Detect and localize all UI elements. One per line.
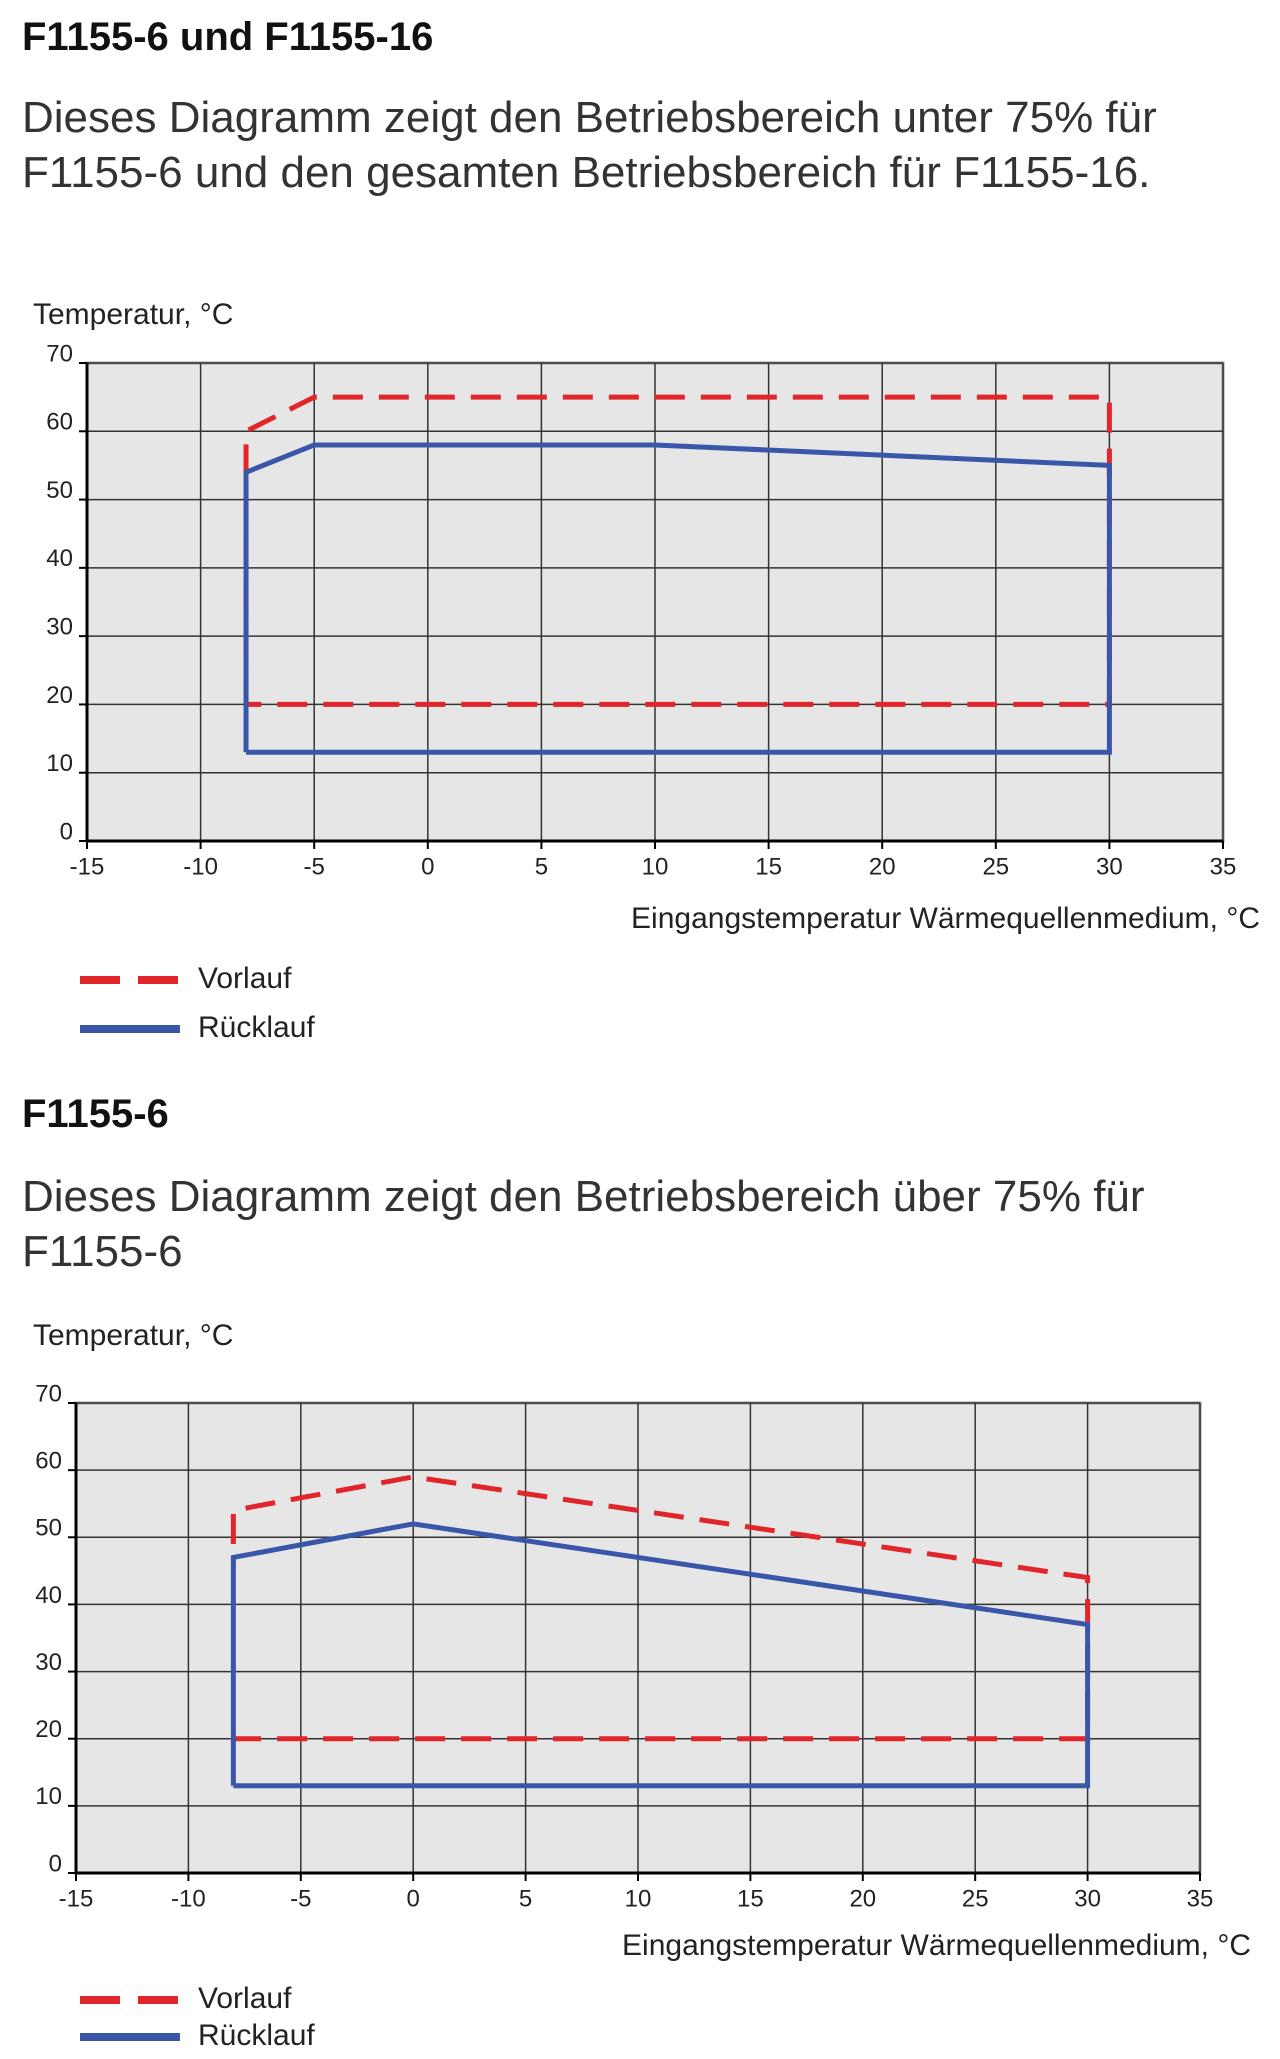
series-line: [243, 394, 1112, 707]
x-tick-label: 5: [519, 1885, 532, 1912]
section-description: Dieses Diagramm zeigt den Betriebsbereic…: [22, 1172, 1145, 1276]
y-tick-label: 20: [35, 1716, 62, 1743]
series-line: [230, 1521, 1091, 1789]
section-title: F1155-6 und F1155-16: [22, 15, 434, 59]
x-axis-label: Eingangstemperatur Wärmequellenmedium, °…: [622, 1929, 1251, 1962]
x-tick-label: -15: [59, 1885, 94, 1912]
x-tick-label: -5: [290, 1885, 311, 1912]
y-tick-label: 20: [46, 682, 73, 709]
x-tick-label: 0: [421, 853, 434, 880]
x-tick-label: 20: [869, 853, 896, 880]
y-axis-label: Temperatur, °C: [33, 1319, 233, 1352]
y-tick-label: 10: [35, 1783, 62, 1810]
x-tick-label: 35: [1210, 853, 1237, 880]
x-tick-label: 30: [1074, 1885, 1101, 1912]
x-tick-label: -5: [304, 853, 325, 880]
series-line: [230, 1474, 1091, 1742]
y-tick-label: 50: [35, 1515, 62, 1542]
x-tick-label: 10: [625, 1885, 652, 1912]
x-tick-label: 15: [755, 853, 782, 880]
x-tick-label: 5: [535, 853, 548, 880]
series-line: [243, 442, 1112, 755]
x-tick-label: 25: [962, 1885, 989, 1912]
section-title: F1155-6: [22, 1092, 169, 1136]
x-tick-label: 35: [1187, 1885, 1214, 1912]
y-tick-label: 60: [46, 409, 73, 436]
y-axis-label: Temperatur, °C: [33, 298, 233, 331]
x-axis-label: Eingangstemperatur Wärmequellenmedium, °…: [631, 902, 1260, 935]
x-tick-label: 25: [982, 853, 1009, 880]
y-tick-label: 70: [35, 1380, 62, 1407]
x-tick-label: 0: [407, 1885, 420, 1912]
y-tick-label: 70: [46, 340, 73, 367]
y-tick-label: 30: [35, 1649, 62, 1676]
legend-label: Rücklauf: [198, 1011, 315, 1044]
y-tick-label: 30: [46, 613, 73, 640]
y-tick-label: 40: [46, 545, 73, 572]
legend-label: Vorlauf: [198, 1982, 292, 2015]
y-tick-label: 40: [35, 1582, 62, 1609]
y-tick-label: 10: [46, 750, 73, 777]
x-tick-label: 15: [737, 1885, 764, 1912]
x-tick-label: 20: [849, 1885, 876, 1912]
x-tick-label: -10: [183, 853, 218, 880]
legend-label: Rücklauf: [198, 2019, 315, 2052]
y-tick-label: 50: [46, 477, 73, 504]
x-tick-label: 30: [1096, 853, 1123, 880]
x-tick-label: -10: [171, 1885, 206, 1912]
y-tick-label: 60: [35, 1447, 62, 1474]
section-description: Dieses Diagramm zeigt den Betriebsbereic…: [22, 93, 1157, 197]
legend-label: Vorlauf: [198, 962, 292, 995]
x-tick-label: -15: [70, 853, 105, 880]
x-tick-label: 10: [642, 853, 669, 880]
y-tick-label: 0: [49, 1850, 62, 1877]
y-tick-label: 0: [60, 818, 73, 845]
